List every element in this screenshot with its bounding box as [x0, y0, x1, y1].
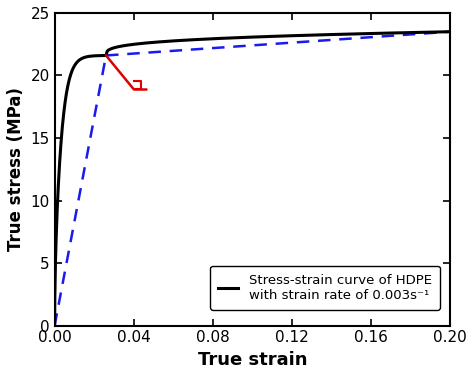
Y-axis label: True stress (MPa): True stress (MPa) [7, 87, 25, 251]
X-axis label: True strain: True strain [198, 351, 307, 369]
Legend: Stress-strain curve of HDPE
with strain rate of 0.003s⁻¹: Stress-strain curve of HDPE with strain … [210, 266, 439, 310]
